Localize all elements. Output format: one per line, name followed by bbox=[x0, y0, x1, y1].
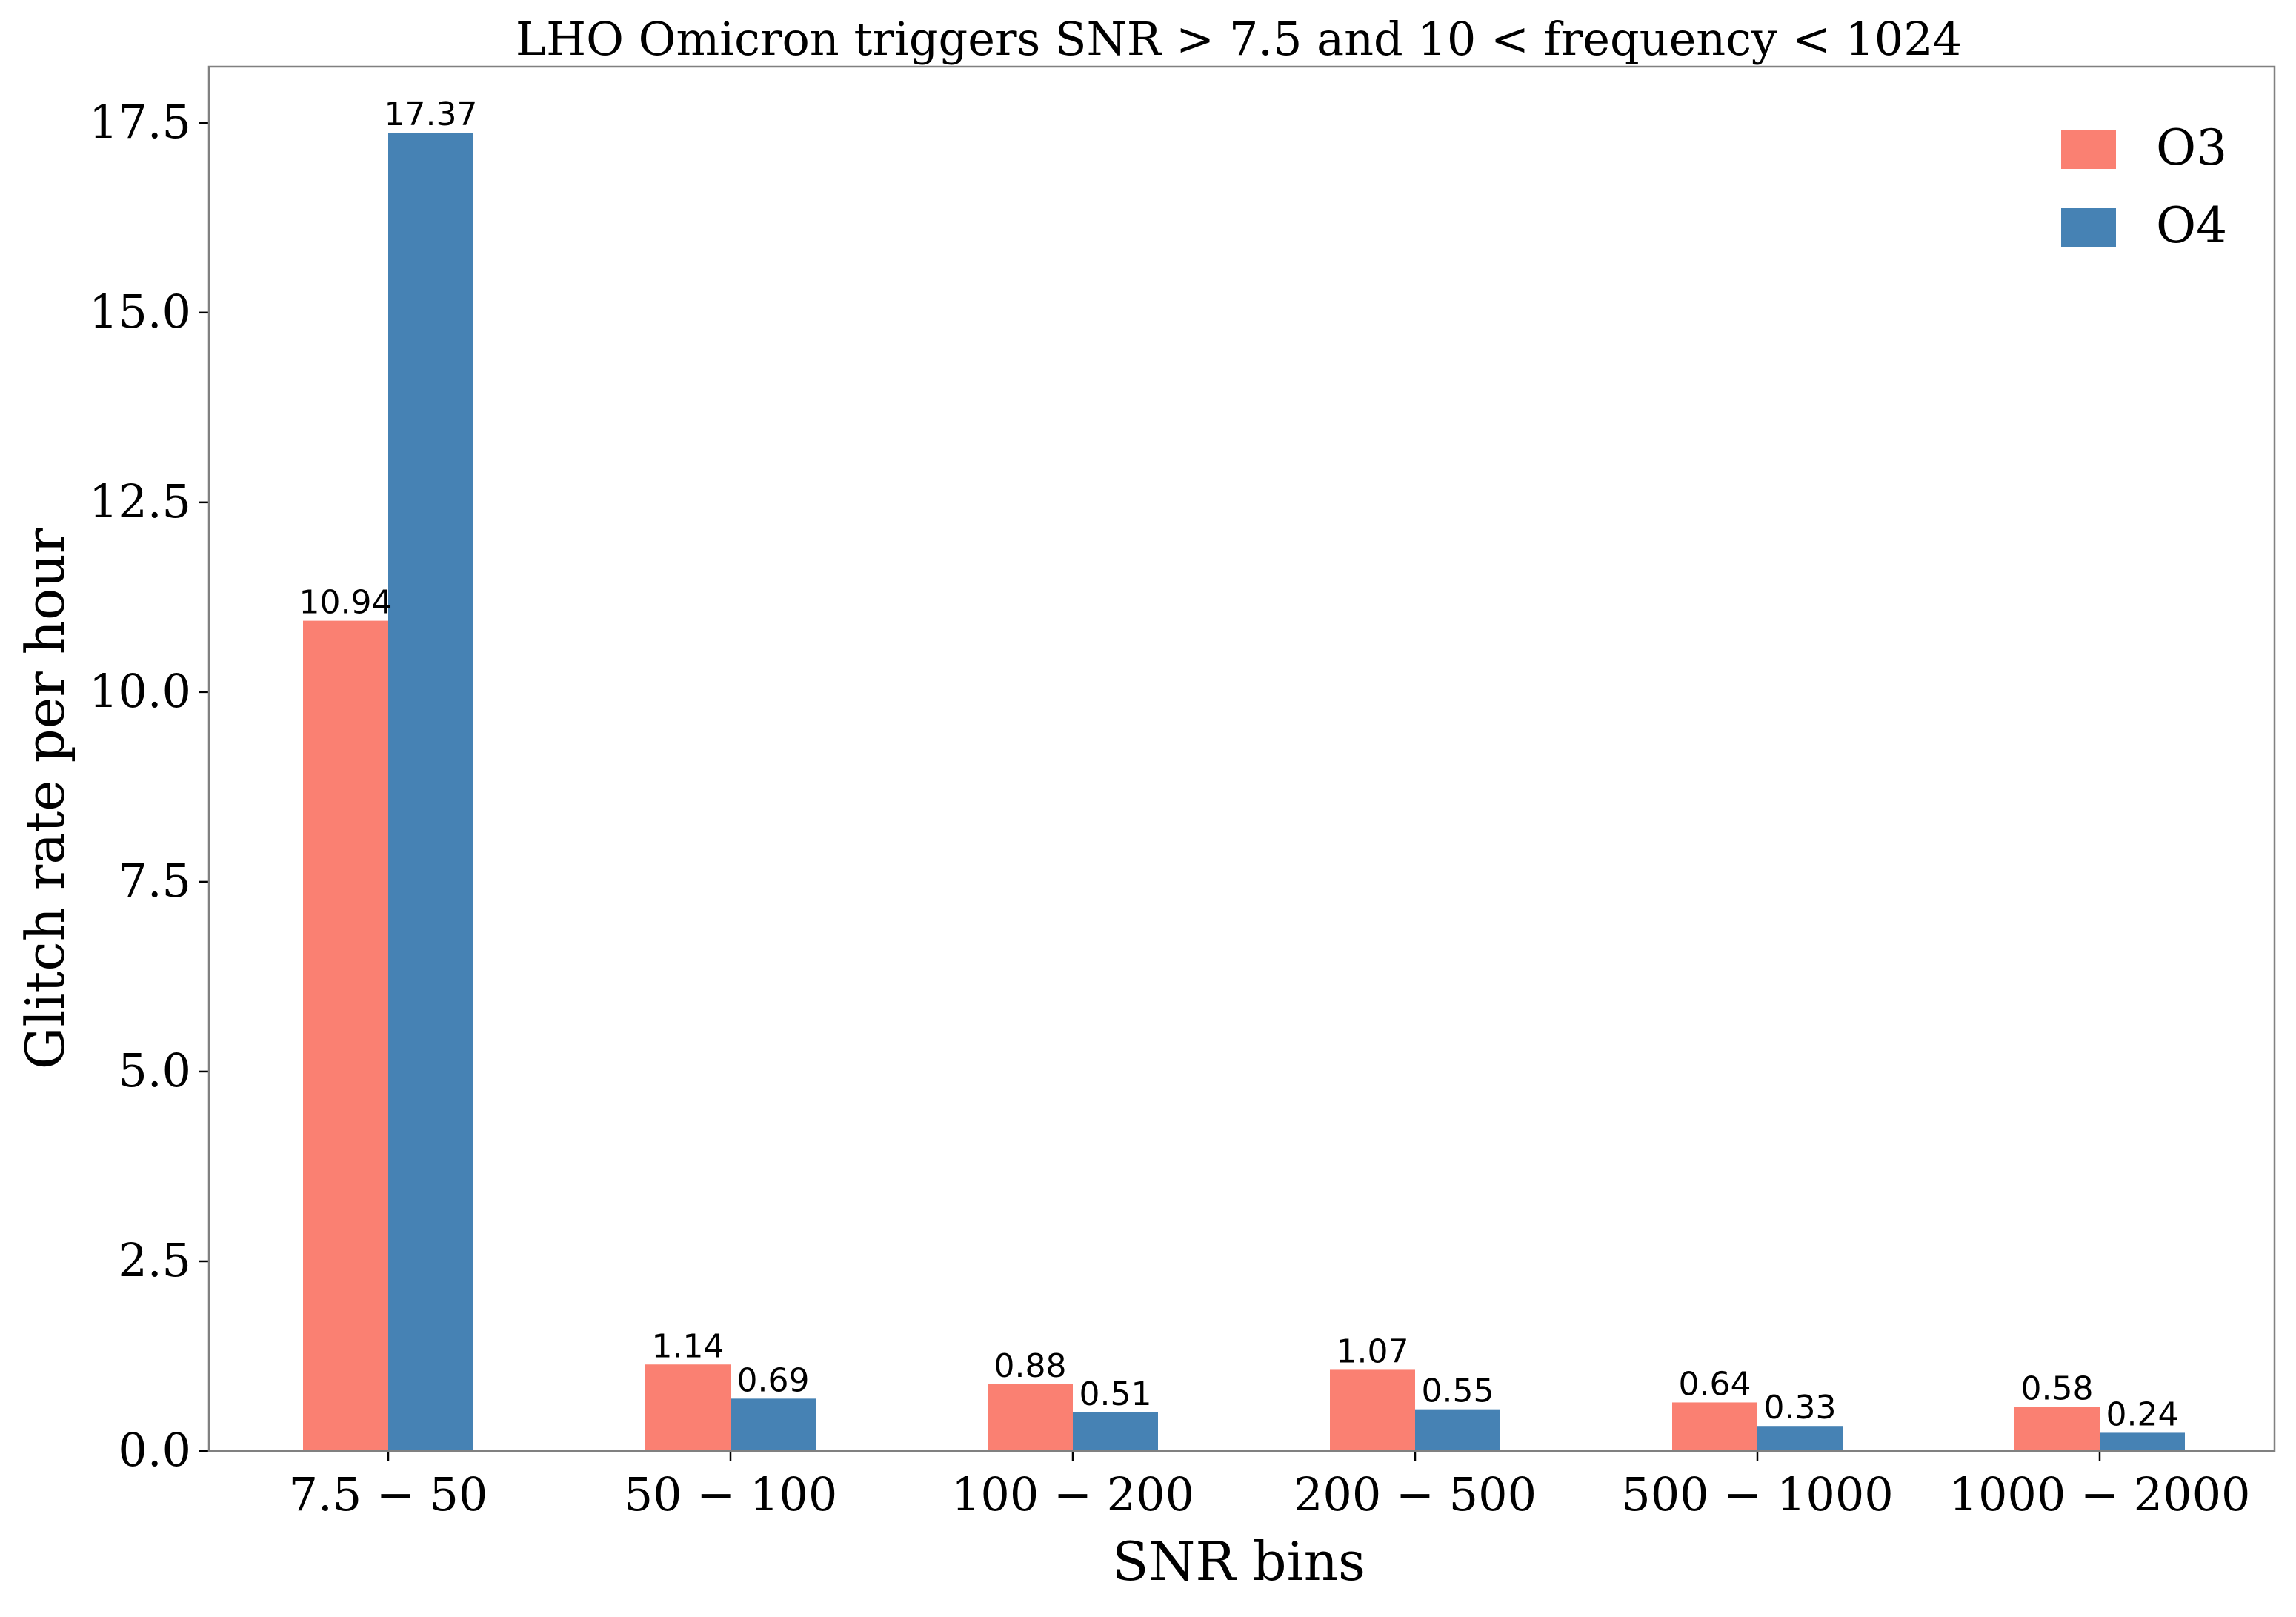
bar-value-label: 0.33 bbox=[1764, 1389, 1837, 1427]
y-tick-label: 7.5 bbox=[118, 854, 191, 908]
legend-swatch-o3 bbox=[2061, 130, 2116, 169]
bar-value-label: 0.64 bbox=[1679, 1365, 1751, 1403]
bar-o3 bbox=[1330, 1369, 1415, 1451]
x-axis: 7.5 − 50 50 − 100 100 − 200 200 − 500 500 − … bbox=[289, 1451, 2251, 1521]
bar-value-label: 17.37 bbox=[385, 96, 478, 133]
bar-value-label: 0.58 bbox=[2021, 1370, 2094, 1408]
bar-o4 bbox=[1073, 1412, 1158, 1451]
chart-title: LHO Omicron triggers SNR > 7.5 and 10 < … bbox=[516, 12, 1962, 66]
y-tick-label: 10.0 bbox=[89, 664, 191, 718]
bar-value-label: 0.88 bbox=[994, 1347, 1067, 1385]
x-tick-label: 7.5 − 50 bbox=[289, 1467, 488, 1521]
bar-o4 bbox=[1415, 1409, 1500, 1451]
bar-o4 bbox=[1757, 1426, 1843, 1451]
x-tick-label: 500 − 1000 bbox=[1621, 1467, 1894, 1521]
y-tick-label: 2.5 bbox=[118, 1233, 191, 1287]
bar-value-label: 0.69 bbox=[737, 1361, 810, 1399]
legend-label-o3: O3 bbox=[2156, 119, 2227, 176]
x-tick-label: 1000 − 2000 bbox=[1949, 1467, 2251, 1521]
bar-o4 bbox=[731, 1398, 816, 1451]
y-tick-label: 12.5 bbox=[89, 474, 191, 528]
x-axis-label: SNR bins bbox=[1112, 1530, 1365, 1593]
bar-o3 bbox=[1672, 1402, 1757, 1451]
y-tick-label: 0.0 bbox=[118, 1423, 191, 1477]
x-tick-label: 50 − 100 bbox=[624, 1467, 838, 1521]
bar-o3 bbox=[988, 1384, 1073, 1451]
y-tick-label: 15.0 bbox=[89, 285, 191, 339]
legend-swatch-o4 bbox=[2061, 208, 2116, 247]
bar-value-label: 0.51 bbox=[1079, 1375, 1152, 1413]
bar-o3 bbox=[303, 620, 388, 1451]
bar-value-label: 10.94 bbox=[299, 584, 393, 622]
bar-value-label: 1.07 bbox=[1337, 1332, 1409, 1370]
bar-o3 bbox=[645, 1364, 731, 1451]
bar-value-label: 0.55 bbox=[1422, 1372, 1494, 1410]
bar-o4 bbox=[2100, 1432, 2185, 1451]
x-tick-label: 100 − 200 bbox=[951, 1467, 1194, 1521]
y-axis-label: Glitch rate per hour bbox=[14, 528, 76, 1069]
legend-label-o4: O4 bbox=[2156, 197, 2227, 254]
y-axis: 0.0 2.5 5.0 7.5 10.0 12.5 15.0 17.5 bbox=[89, 95, 209, 1477]
plot-area-frame bbox=[207, 65, 2276, 1452]
x-tick-label: 200 − 500 bbox=[1294, 1467, 1537, 1521]
bar-o3 bbox=[2014, 1407, 2100, 1451]
bar-value-label: 1.14 bbox=[652, 1327, 725, 1365]
bar-value-label: 0.24 bbox=[2106, 1395, 2179, 1433]
y-tick-label: 17.5 bbox=[89, 95, 191, 149]
value-labels-group: 10.94 17.37 1.14 0.69 0.88 0.51 1.07 0.55 0.64 0.… bbox=[299, 96, 2179, 1433]
bars-group bbox=[303, 133, 2185, 1452]
bar-o4 bbox=[388, 133, 473, 1452]
y-tick-label: 5.0 bbox=[118, 1043, 191, 1098]
